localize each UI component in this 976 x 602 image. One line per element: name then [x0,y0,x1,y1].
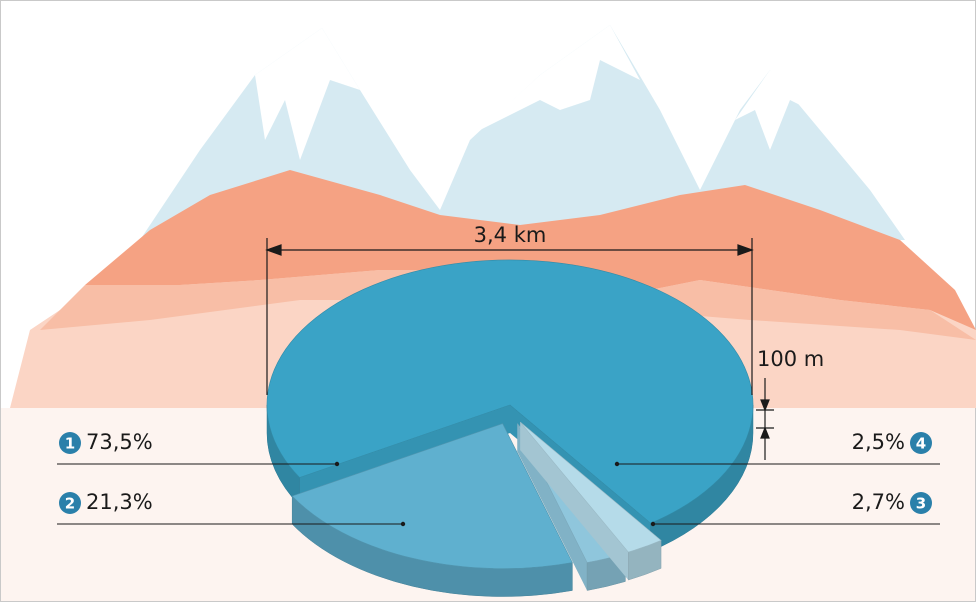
value-label: 2,7% [852,490,905,514]
value-label: 73,5% [86,430,153,454]
pie-slice [520,421,662,553]
badge [59,492,81,514]
arrow [760,399,770,412]
leader-dot [334,461,340,467]
badge-number: 4 [916,435,926,453]
snow [255,28,360,160]
labels: 1 73,5% 2 21,3% 3 2,7% 4 2,5% [57,430,940,527]
badge [59,432,81,454]
snow [735,70,810,150]
arrow [760,426,770,439]
dimensions [265,238,774,460]
hill-mid [40,270,976,340]
slice-wall [520,422,629,581]
arrow [265,244,282,256]
badge-number: 2 [65,495,75,513]
badge-number: 3 [916,495,926,513]
badge [910,432,932,454]
snow [480,25,640,130]
width-label: 3,4 km [474,223,547,247]
value-label: 21,3% [86,490,153,514]
badge-number: 1 [65,435,75,453]
arrow [737,244,754,256]
value-label: 2,5% [852,430,905,454]
pie-chart [266,259,754,597]
depth-label: 100 m [757,347,824,371]
leader-dot [614,461,620,467]
pie-slice [266,259,754,524]
leader-dot [650,521,656,527]
badge [910,492,932,514]
leader-dot [400,521,406,527]
pie-slice [291,423,573,569]
